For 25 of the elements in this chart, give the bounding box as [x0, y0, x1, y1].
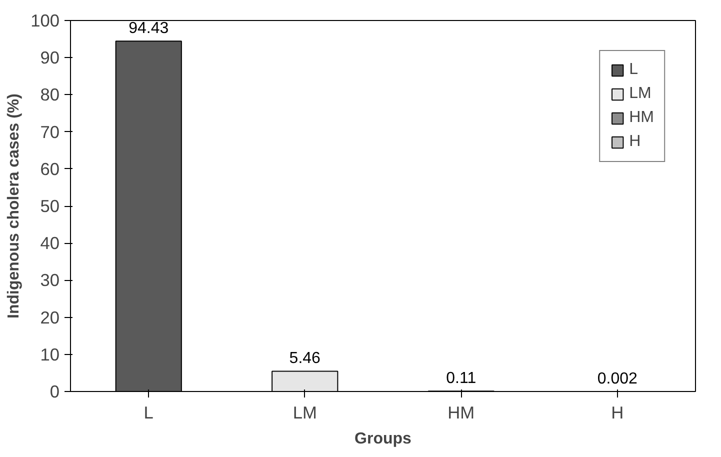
y-tick-label: 0: [50, 382, 60, 402]
y-tick-label: 70: [40, 122, 60, 142]
y-tick-label: 90: [40, 48, 60, 68]
y-tick-label: 30: [40, 270, 60, 290]
y-tick-label: 50: [40, 196, 60, 216]
legend-label: L: [629, 61, 640, 79]
x-tick-label: L: [144, 402, 154, 422]
data-label: 5.46: [289, 350, 321, 368]
data-label: 94.43: [128, 20, 169, 38]
legend-label: H: [629, 133, 642, 151]
y-tick-label: 10: [40, 344, 60, 364]
y-axis-title: Indigenous cholera cases (%): [6, 94, 23, 318]
data-label: 0.002: [597, 370, 638, 388]
x-tick-label: LM: [292, 402, 317, 422]
legend-label: LM: [629, 85, 652, 103]
y-tick-label: 20: [40, 307, 60, 328]
x-axis-title: Groups: [354, 430, 412, 448]
y-tick-label: 80: [40, 84, 60, 105]
y-tick-label: 40: [40, 233, 60, 254]
y-tick-label: 60: [40, 158, 60, 179]
legend-label: HM: [629, 109, 654, 127]
y-tick-label: 100: [30, 10, 60, 30]
x-tick-label: HM: [448, 402, 475, 422]
x-tick-label: H: [611, 402, 624, 422]
data-label: 0.11: [446, 370, 476, 388]
